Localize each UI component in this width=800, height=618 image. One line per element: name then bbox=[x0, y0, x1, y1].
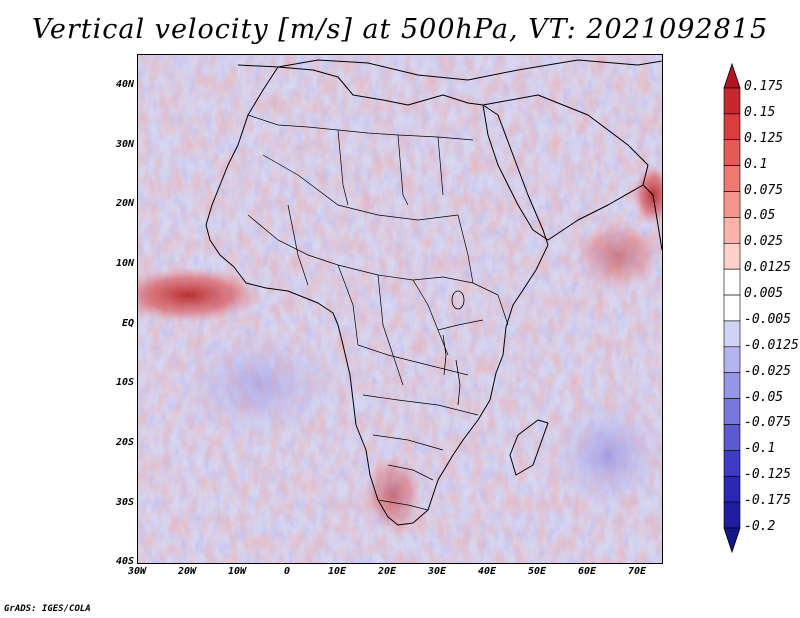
arabia-coastline bbox=[482, 94, 649, 241]
colorbar-segment bbox=[723, 87, 741, 115]
lon-label-20w: 20W bbox=[177, 566, 197, 577]
colorbar-level-label: 0.05 bbox=[744, 208, 776, 224]
ascent-hotspot-indian-ocean bbox=[573, 220, 662, 290]
grads-credit: GrADS: IGES/COLA bbox=[4, 604, 91, 614]
colorbar-top-arrow bbox=[723, 62, 741, 89]
lon-label-50e: 50E bbox=[527, 566, 547, 577]
lat-label-10s: 10S bbox=[115, 377, 134, 388]
lat-label-40n: 40N bbox=[115, 79, 134, 90]
ascent-hotspot-india bbox=[633, 165, 662, 225]
lat-label-40s: 40S bbox=[115, 556, 134, 567]
colorbar-segment bbox=[723, 398, 741, 425]
colorbar-segment bbox=[723, 450, 741, 477]
country-borders bbox=[247, 114, 509, 511]
colorbar-level-label: -0.175 bbox=[744, 493, 791, 509]
colorbar-level-label: -0.025 bbox=[744, 363, 791, 379]
ascent-hotspot-south-africa bbox=[363, 455, 423, 535]
colorbar-level-label: 0.025 bbox=[744, 234, 784, 250]
madagascar-coastline bbox=[509, 419, 549, 476]
india-coastline bbox=[642, 184, 662, 251]
lat-label-30s: 30S bbox=[115, 497, 134, 508]
lon-label-60e: 60E bbox=[577, 566, 597, 577]
colorbar-level-label: -0.0125 bbox=[744, 337, 799, 353]
africa-coastline bbox=[205, 66, 549, 526]
lat-label-eq: EQ bbox=[121, 318, 134, 329]
lat-label-20s: 20S bbox=[115, 437, 134, 448]
lat-label-20n: 20N bbox=[115, 198, 134, 209]
lon-label-20e: 20E bbox=[377, 566, 397, 577]
colorbar-segment bbox=[723, 191, 741, 218]
colorbar-level-label: -0.05 bbox=[744, 389, 784, 405]
colorbar-level-label: 0.075 bbox=[744, 182, 784, 198]
colorbar-level-label: -0.075 bbox=[744, 415, 791, 431]
map-panel[interactable] bbox=[137, 54, 663, 564]
colorbar-segment bbox=[723, 346, 741, 374]
lon-label-70e: 70E bbox=[627, 566, 647, 577]
colorbar-level-label: -0.125 bbox=[744, 467, 791, 483]
colorbar-segment bbox=[723, 242, 741, 270]
colorbar-segment bbox=[723, 475, 741, 503]
colorbar-segment bbox=[723, 113, 741, 141]
colorbar bbox=[723, 62, 741, 554]
colorbar-level-label: -0.1 bbox=[744, 441, 776, 457]
colorbar-segment bbox=[723, 268, 741, 296]
vertical-velocity-field bbox=[138, 55, 662, 563]
colorbar-level-label: -0.005 bbox=[744, 311, 791, 327]
colorbar-segment bbox=[723, 320, 741, 348]
colorbar-level-label: 0.175 bbox=[744, 79, 784, 94]
lat-label-30n: 30N bbox=[115, 139, 134, 150]
colorbar-level-label: 0.15 bbox=[744, 104, 776, 120]
lon-label-0: 0 bbox=[283, 566, 291, 577]
chart-title: Vertical velocity [m/s] at 500hPa, VT: 2… bbox=[31, 14, 769, 45]
colorbar-segment bbox=[723, 501, 741, 529]
colorbar-level-label: 0.0125 bbox=[744, 260, 791, 276]
descent-area-south-atlantic bbox=[168, 325, 348, 445]
colorbar-segment bbox=[723, 372, 741, 399]
colorbar-segment bbox=[723, 424, 741, 451]
lakes bbox=[442, 290, 465, 406]
lat-label-10n: 10N bbox=[115, 258, 134, 269]
coastlines bbox=[205, 59, 662, 526]
lon-label-30e: 30E bbox=[427, 566, 447, 577]
ascent-hotspot-atlantic bbox=[138, 267, 263, 323]
colorbar-segment bbox=[723, 139, 741, 166]
colorbar-segment bbox=[723, 294, 741, 322]
lon-label-10e: 10E bbox=[327, 566, 347, 577]
europe-coastline bbox=[237, 59, 662, 81]
colorbar-bottom-arrow bbox=[723, 527, 741, 554]
colorbar-level-label: 0.1 bbox=[744, 156, 768, 172]
descent-swirl-indian-ocean bbox=[548, 395, 662, 515]
lon-label-40e: 40E bbox=[477, 566, 497, 577]
lon-label-30w: 30W bbox=[127, 566, 147, 577]
colorbar-level-label: 0.125 bbox=[744, 130, 784, 146]
colorbar-level-label: -0.2 bbox=[744, 519, 776, 534]
colorbar-segment bbox=[723, 165, 741, 192]
colorbar-level-label: 0.005 bbox=[744, 286, 784, 302]
colorbar-segment bbox=[723, 217, 741, 244]
lon-label-10w: 10W bbox=[227, 566, 247, 577]
